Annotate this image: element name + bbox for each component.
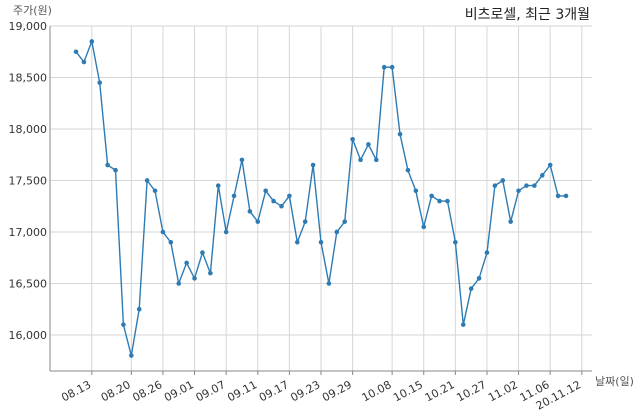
data-point: [437, 198, 442, 204]
data-point: [476, 276, 482, 281]
data-point: [200, 250, 205, 255]
data-point: [484, 250, 490, 255]
data-point: [247, 209, 253, 214]
x-tick-label: 10.08: [360, 378, 394, 404]
data-point: [342, 219, 348, 224]
axes: [49, 26, 592, 375]
data-point: [73, 49, 79, 55]
y-tick-label: 18,000: [9, 123, 48, 136]
data-point: [555, 193, 561, 199]
data-point: [287, 193, 292, 199]
data-point: [231, 193, 237, 199]
data-point: [366, 142, 371, 147]
data-point: [121, 322, 126, 327]
data-point: [429, 193, 434, 199]
data-point: [524, 183, 529, 188]
x-axis-label: 날짜(일): [595, 374, 634, 388]
data-point: [136, 306, 142, 312]
data-point: [468, 286, 474, 291]
data-point: [492, 183, 498, 188]
data-point: [223, 229, 229, 235]
data-point: [215, 183, 221, 188]
y-tick-label: 16,000: [9, 329, 48, 342]
chart-title: 비츠로셀, 최근 3개월: [465, 7, 590, 23]
data-point: [144, 178, 150, 183]
data-point: [334, 229, 340, 235]
x-tick-label: 09.07: [194, 378, 228, 404]
y-tick-label: 19,000: [9, 20, 48, 33]
data-point: [326, 281, 332, 286]
data-point: [176, 281, 182, 286]
grid: [50, 25, 592, 371]
data-point: [421, 224, 427, 230]
data-point: [358, 157, 363, 163]
data-point: [81, 59, 87, 65]
data-point: [152, 188, 158, 194]
x-tick-label: 11.02: [486, 378, 520, 404]
x-tick-label: 08.26: [130, 378, 164, 404]
data-point: [160, 229, 166, 235]
data-point: [279, 203, 284, 209]
data-point: [350, 136, 355, 142]
x-tick-label: 08.13: [59, 378, 93, 404]
data-point: [255, 219, 261, 224]
data-point: [318, 239, 324, 245]
x-tick-label: 10.21: [423, 378, 457, 404]
data-point: [500, 178, 506, 183]
data-point: [389, 64, 395, 70]
data-point: [302, 219, 308, 224]
x-tick-label: 09.17: [257, 378, 291, 404]
data-point: [129, 353, 134, 358]
data-point: [397, 131, 403, 137]
data-point: [547, 162, 553, 168]
x-tick-label: 10.15: [391, 378, 425, 404]
y-tick-labels: 16,000 16,500 17,000 17,500 18,000 18,500 19,0…: [9, 20, 48, 342]
x-tick-label: 08.20: [99, 378, 133, 404]
data-point: [445, 198, 450, 204]
data-point: [460, 322, 466, 327]
x-tick-label: 10.27: [454, 378, 488, 404]
data-point: [413, 188, 419, 194]
x-tick-label: 09.23: [288, 378, 322, 404]
data-point: [405, 167, 411, 173]
data-point: [374, 157, 379, 163]
data-point: [239, 157, 245, 163]
data-point: [97, 80, 103, 85]
data-point: [563, 193, 569, 199]
data-point: [208, 270, 213, 276]
series: [73, 39, 569, 358]
y-tick-label: 18,500: [9, 71, 48, 84]
data-point: [294, 239, 300, 245]
y-axis-label: 주가(원): [13, 4, 52, 17]
data-point: [271, 198, 276, 204]
x-tick-label: 09.01: [162, 378, 196, 404]
data-point: [184, 260, 189, 266]
data-point: [532, 183, 537, 188]
data-point: [105, 162, 110, 168]
y-tick-label: 16,500: [9, 277, 48, 290]
data-point: [516, 188, 521, 194]
data-point: [113, 167, 118, 173]
data-point: [508, 219, 513, 224]
x-tick-label: 09.11: [225, 378, 259, 404]
data-point: [89, 39, 95, 44]
data-point: [310, 162, 316, 168]
data-point: [263, 188, 268, 194]
x-tick-label: 09.29: [320, 378, 354, 404]
data-point: [539, 173, 545, 178]
data-point: [168, 239, 174, 245]
y-tick-label: 17,500: [9, 174, 48, 187]
y-tick-label: 17,000: [9, 226, 48, 239]
data-point: [192, 276, 197, 281]
data-point: [453, 239, 458, 245]
x-tick-labels: 08.13 08.2008.2609.0109.0709.1109.1709.23…: [59, 378, 583, 412]
data-point: [381, 64, 387, 70]
